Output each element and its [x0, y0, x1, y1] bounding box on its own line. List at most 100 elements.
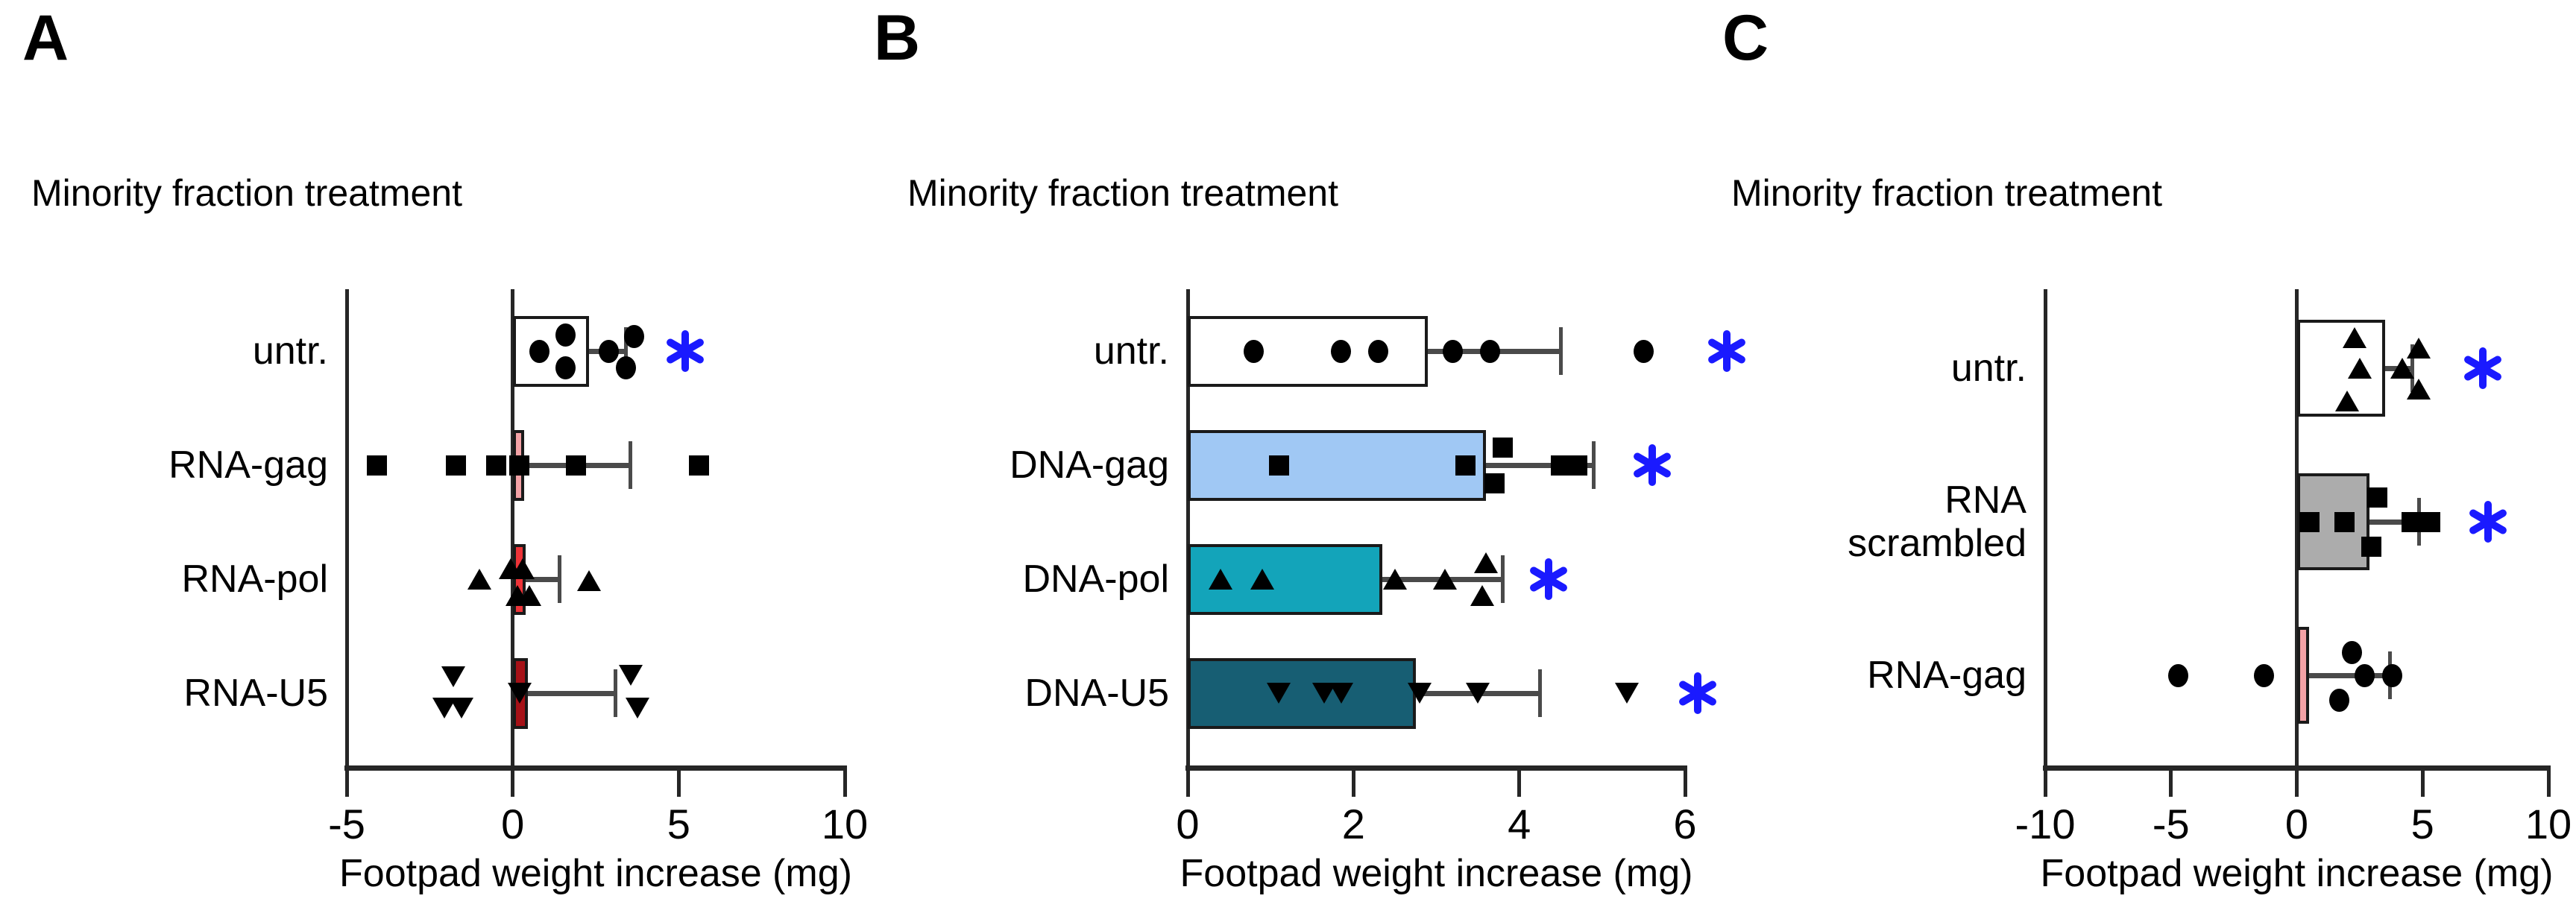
error-whisker: [1486, 463, 1594, 468]
data-point: [509, 455, 530, 476]
error-cap: [1500, 555, 1505, 603]
error-whisker: [526, 577, 559, 582]
data-point: [618, 665, 643, 686]
x-tick: [2169, 768, 2173, 797]
x-tick: [344, 768, 349, 797]
data-point: [1455, 455, 1476, 476]
x-axis-line: [344, 765, 847, 771]
panel-title: Minority fraction treatment: [1731, 172, 2162, 214]
row-label-line: RNA: [1944, 479, 2027, 522]
row-label: DNA-pol: [811, 558, 1170, 601]
x-tick: [1185, 768, 1190, 797]
data-point: [1566, 455, 1587, 476]
error-cap: [614, 669, 618, 717]
error-cap: [1558, 327, 1563, 375]
row-label: DNA-gag: [811, 443, 1169, 487]
data-point: [467, 569, 492, 590]
panel-title: Minority fraction treatment: [907, 172, 1338, 214]
significance-asterisk: [1528, 558, 1569, 600]
data-point: [2334, 511, 2355, 532]
data-point: [623, 324, 644, 348]
data-point: [1466, 683, 1490, 704]
x-axis-line: [1185, 765, 1687, 771]
x-tick-label: -5: [328, 801, 365, 847]
data-point: [2254, 663, 2275, 687]
row-label: RNA-gag: [0, 443, 328, 487]
x-axis-label: Footpad weight increase (mg): [339, 852, 852, 895]
data-point: [2419, 511, 2440, 532]
row-label-line: RNA-U5: [183, 672, 328, 715]
data-point: [1615, 683, 1640, 704]
row-label: DNA-U5: [811, 672, 1169, 715]
x-tick: [843, 768, 847, 797]
x-tick-label: 2: [1341, 801, 1365, 847]
data-point: [2390, 358, 2415, 379]
data-point: [1209, 569, 1233, 590]
row-label-line: untr.: [252, 329, 328, 373]
data-point: [2329, 688, 2350, 712]
data-point: [2168, 663, 2189, 687]
row-label: untr.: [811, 329, 1169, 373]
mean-bar: [1188, 315, 1429, 387]
x-tick: [1351, 768, 1355, 797]
row-label-line: RNA-gag: [1867, 654, 2027, 697]
x-axis-label: Footpad weight increase (mg): [2040, 852, 2554, 895]
row-label: RNA scrambled: [1669, 479, 2027, 565]
x-tick-label: 5: [667, 801, 690, 847]
x-tick: [511, 768, 515, 797]
data-point: [511, 558, 535, 579]
row-label-line: DNA-U5: [1024, 672, 1169, 715]
data-point: [1268, 455, 1289, 476]
data-point: [688, 455, 709, 476]
x-axis-line: [2043, 765, 2551, 771]
significance-asterisk: [2462, 347, 2504, 389]
data-point: [2367, 487, 2387, 508]
error-cap: [1537, 669, 1542, 717]
panel-letter: B: [874, 2, 921, 74]
row-label: RNA-gag: [1669, 654, 2027, 697]
x-tick: [2043, 768, 2047, 797]
data-point: [507, 683, 532, 704]
data-point: [1250, 569, 1275, 590]
data-point: [2343, 326, 2367, 348]
data-point: [529, 339, 549, 363]
row-label: untr.: [1669, 347, 2027, 390]
axis-frame-line: [2043, 289, 2047, 768]
x-tick-label: 10: [821, 801, 869, 847]
data-point: [366, 455, 387, 476]
x-tick-label: 10: [2525, 801, 2572, 847]
error-cap: [1592, 441, 1596, 489]
significance-asterisk: [664, 330, 706, 372]
data-point: [1331, 339, 1352, 363]
data-point: [1474, 552, 1499, 573]
row-label-line: RNA-pol: [181, 558, 329, 601]
x-tick-label: -10: [2015, 801, 2076, 847]
data-point: [1443, 339, 1464, 363]
data-point: [2407, 337, 2431, 359]
data-point: [446, 455, 467, 476]
error-whisker: [527, 691, 616, 696]
row-label: untr.: [0, 329, 328, 373]
data-point: [555, 323, 576, 347]
panel-title: Minority fraction treatment: [31, 172, 462, 214]
data-point: [517, 585, 541, 606]
x-tick-label: 5: [2410, 801, 2434, 847]
data-point: [485, 455, 506, 476]
data-point: [1244, 339, 1265, 363]
row-label-line: scrambled: [1848, 522, 2027, 565]
x-tick-label: 0: [501, 801, 525, 847]
mean-bar: [512, 315, 590, 387]
data-point: [449, 698, 473, 719]
data-point: [1408, 683, 1432, 704]
data-point: [1267, 683, 1291, 704]
error-cap: [557, 555, 561, 603]
panel-letter: A: [22, 2, 69, 74]
row-label: RNA-pol: [0, 558, 329, 601]
error-cap: [629, 441, 633, 489]
significance-asterisk: [1677, 672, 1719, 714]
data-point: [1484, 473, 1505, 493]
data-point: [1432, 569, 1457, 590]
data-point: [2347, 358, 2372, 379]
row-label-line: DNA-pol: [1022, 558, 1170, 601]
